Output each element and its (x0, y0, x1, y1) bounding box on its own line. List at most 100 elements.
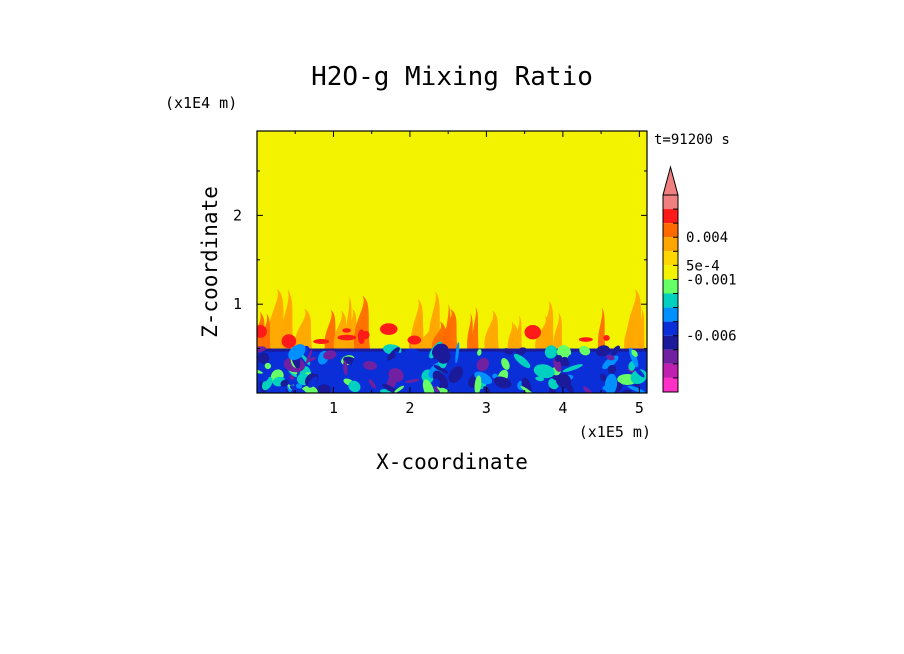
plot-frame (256, 130, 648, 394)
colorbar-swatch (663, 265, 678, 280)
plume (515, 315, 523, 351)
plume (553, 312, 563, 351)
boundary-patch (387, 347, 400, 361)
boundary-patch (382, 383, 397, 393)
red-patch (342, 328, 351, 333)
colorbar-swatch (663, 293, 678, 308)
red-patch (357, 329, 366, 344)
boundary-patch (448, 366, 464, 383)
plume (467, 313, 474, 351)
plume (431, 321, 448, 351)
boundary-patch (388, 368, 404, 383)
boundary-patch (348, 380, 361, 393)
boundary-patch (535, 376, 545, 382)
boundary-patch (607, 365, 617, 374)
plume (484, 310, 500, 351)
boundary-patch (493, 376, 512, 389)
boundary-patch (388, 357, 402, 371)
boundary-patch (257, 352, 270, 364)
boundary-patch (544, 345, 558, 359)
boundary-patch (564, 381, 574, 393)
x-tick-label: 2 (405, 399, 414, 417)
colorbar-swatch (663, 279, 678, 294)
red-patch (524, 324, 542, 340)
y-tick-label: 1 (233, 295, 242, 313)
y-axis: 12 (233, 170, 647, 350)
colorbar-swatch (663, 321, 678, 336)
colorbar (662, 165, 679, 393)
boundary-patch (368, 379, 376, 389)
boundary-patch (295, 383, 303, 389)
boundary-patch (455, 342, 460, 364)
boundary-patch (289, 374, 295, 380)
boundary-patch (631, 349, 638, 357)
boundary-patch (583, 386, 594, 393)
colorbar-label: -0.001 (686, 272, 737, 288)
colorbar-arrow (662, 165, 679, 196)
boundary-patch (474, 375, 482, 393)
boundary-patch (403, 348, 421, 360)
y-scale-label: (x1E4 m) (165, 94, 237, 112)
colorbar-swatch (663, 209, 678, 224)
x-tick-label: 3 (482, 399, 491, 417)
boundary-patch (579, 345, 591, 356)
boundary-patch (633, 383, 641, 387)
plume (442, 308, 458, 351)
colorbar-swatch (663, 223, 678, 238)
boundary-patch (436, 349, 451, 364)
x-axis: 1 2 3 4 5 (294, 131, 644, 417)
x-tick-label: 1 (329, 399, 338, 417)
boundary-patch (477, 349, 482, 356)
red-patch (281, 334, 297, 349)
plume (333, 310, 348, 351)
red-patch (313, 338, 330, 344)
plume (597, 307, 606, 351)
boundary-patch (350, 356, 361, 378)
colorbar-swatch (663, 349, 678, 364)
boundary-patch (422, 379, 435, 393)
colorbar-swatch (663, 335, 678, 350)
plume (472, 306, 479, 351)
boundary-patch (604, 373, 618, 393)
y-axis-label: Z-coordinate (198, 186, 222, 338)
red-patch (578, 337, 593, 342)
colorbar-swatch (663, 307, 678, 322)
boundary-patch (405, 379, 420, 383)
red-patch (379, 323, 398, 335)
boundary-patch (627, 385, 646, 393)
boundary-patch (394, 351, 405, 361)
boundary-patch (288, 344, 306, 361)
colorbar-swatch (663, 251, 678, 266)
x-tick-label: 4 (558, 399, 567, 417)
boundary-patch (576, 380, 585, 391)
boundary-patch (306, 357, 317, 363)
boundary-patch (562, 364, 583, 373)
colorbar-labels: 0.004 5e-4-0.001 -0.006 (686, 230, 737, 345)
y-tick-label: 2 (233, 206, 242, 224)
boundary-patch (431, 378, 441, 387)
x-tick-label: 5 (635, 399, 644, 417)
boundary-patch (567, 354, 576, 364)
boundary-patch (309, 360, 320, 374)
colorbar-label: -0.006 (686, 329, 737, 345)
boundary-patch (433, 365, 449, 374)
chart-title: H2O-g Mixing Ratio (311, 62, 593, 92)
plume (626, 289, 643, 351)
colorbar-swatch (663, 363, 678, 378)
plot-area (257, 131, 647, 393)
boundary-patch (260, 374, 269, 382)
boundary-patch (502, 348, 514, 355)
boundary-patch (595, 345, 610, 357)
plume (294, 308, 313, 351)
boundary-patch (600, 373, 607, 382)
boundary-patch (264, 362, 272, 370)
boundary-patch (492, 373, 498, 379)
boundary-patch (634, 367, 645, 378)
boundary-patch (343, 360, 348, 376)
colorbar-swatch (663, 237, 678, 252)
boundary-top-edge (257, 348, 647, 352)
plume (507, 320, 516, 351)
red-patch (337, 334, 357, 341)
colorbar-swatch (663, 195, 678, 210)
